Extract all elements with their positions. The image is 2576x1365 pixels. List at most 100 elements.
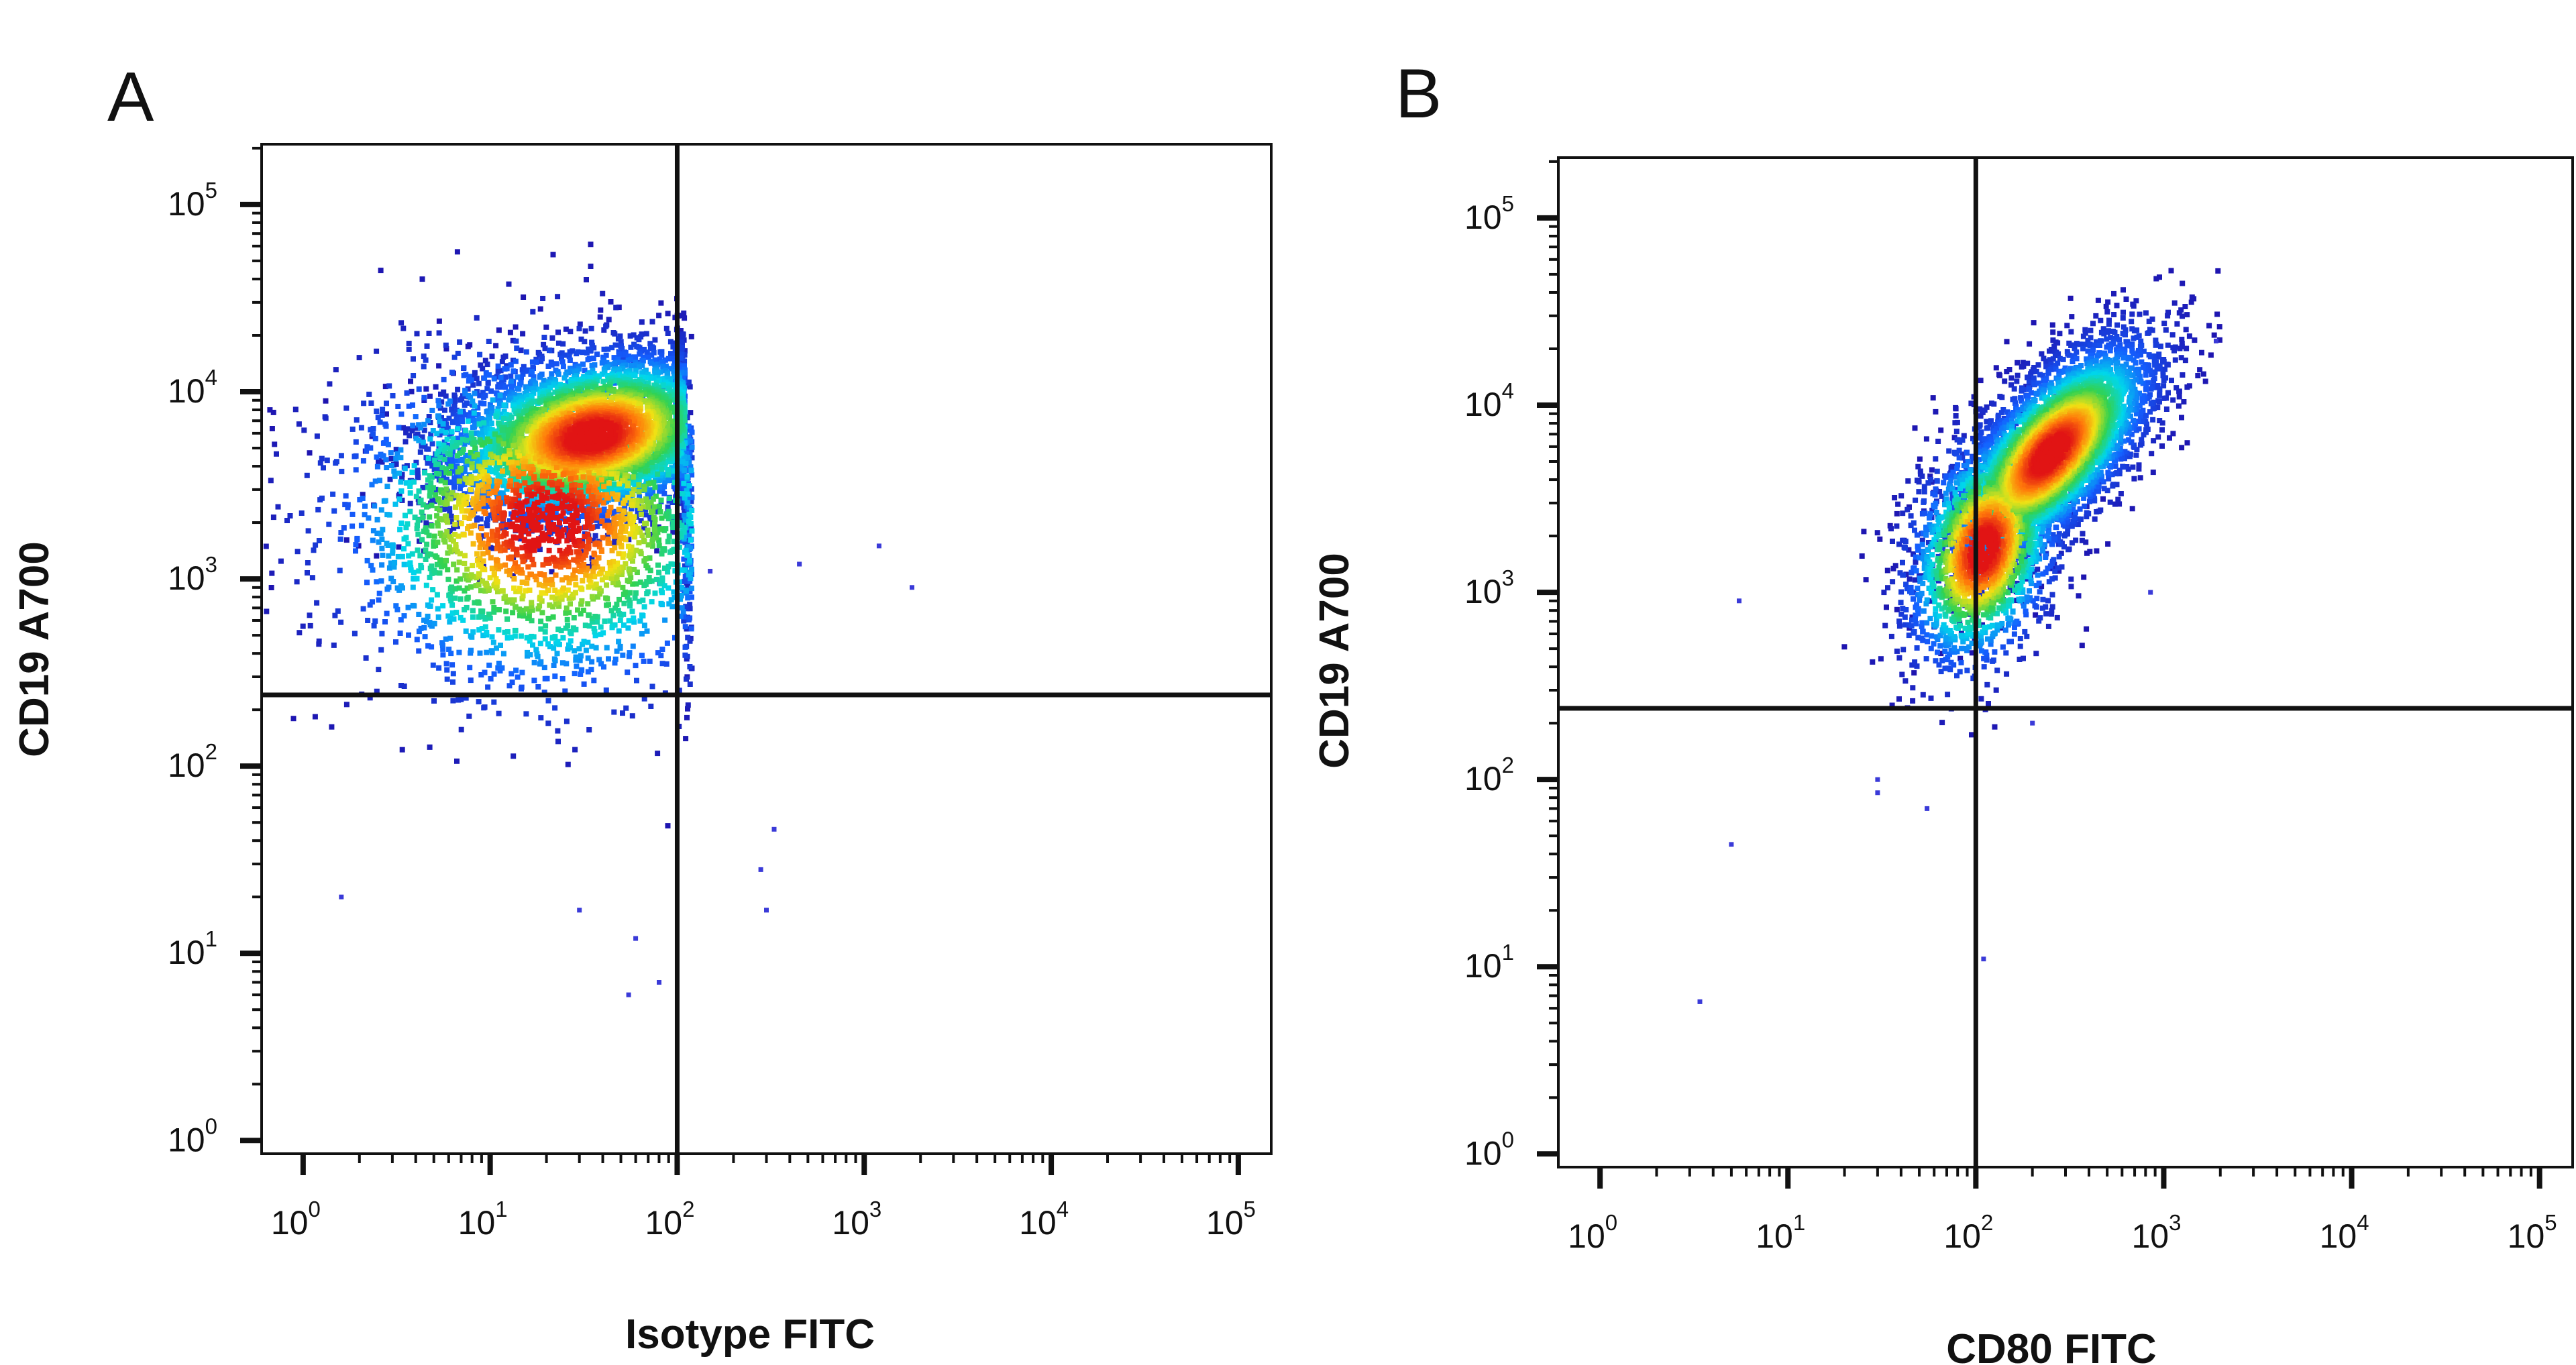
scatter-point (305, 570, 310, 576)
scatter-point (668, 597, 674, 603)
scatter-point (472, 390, 478, 396)
scatter-point (370, 431, 376, 437)
scatter-point (599, 360, 605, 366)
scatter-point (382, 498, 388, 504)
scatter-point (658, 588, 664, 594)
scatter-point (537, 374, 543, 380)
scatter-point (630, 581, 636, 587)
scatter-point (504, 629, 511, 635)
scatter-point (407, 508, 413, 514)
scatter-point (439, 558, 445, 564)
scatter-point (482, 669, 488, 675)
scatter-point (338, 453, 344, 459)
scatter-point (531, 677, 537, 684)
scatter-point (390, 550, 396, 556)
scatter-point (321, 465, 326, 471)
scatter-point (572, 370, 578, 376)
scatter-point (644, 579, 650, 585)
scatter-point (659, 515, 665, 521)
scatter-point (458, 432, 464, 438)
scatter-point (578, 378, 584, 384)
scatter-point (415, 547, 421, 553)
scatter-point (665, 472, 672, 478)
scatter-point (443, 393, 449, 399)
scatter-point (269, 426, 275, 431)
scatter-point (551, 382, 557, 388)
scatter-point (686, 511, 692, 517)
scatter-point (323, 398, 329, 404)
scatter-point (672, 373, 678, 379)
scatter-point (670, 525, 676, 531)
scatter-point (680, 528, 686, 534)
scatter-point (589, 339, 595, 345)
scatter-point (343, 405, 350, 411)
scatter-point (601, 664, 606, 670)
scatter-point (663, 325, 669, 331)
scatter-point (482, 462, 488, 468)
scatter-point (542, 345, 548, 351)
scatter-point (383, 457, 389, 463)
scatter-point (463, 412, 468, 418)
scatter-point (507, 427, 513, 433)
scatter-point (567, 358, 573, 363)
scatter-point (647, 567, 653, 574)
scatter-point (577, 657, 583, 663)
scatter-point (685, 702, 691, 708)
scatter-point (651, 526, 657, 532)
scatter-point (316, 638, 322, 644)
scatter-point (684, 676, 689, 682)
scatter-point (585, 357, 591, 363)
scatter-point (476, 627, 482, 633)
scatter-point (490, 482, 496, 488)
scatter-point (625, 578, 631, 584)
scatter-point (669, 421, 676, 427)
scatter-point (397, 631, 403, 636)
scatter-point (498, 411, 504, 417)
scatter-point (409, 388, 415, 394)
scatter-point (562, 688, 568, 694)
scatter-point (454, 249, 460, 255)
scatter-point (629, 713, 635, 719)
scatter-point (648, 704, 654, 709)
scatter-point (545, 616, 551, 621)
scatter-point (665, 585, 672, 591)
scatter-point (649, 459, 655, 466)
scatter-point (425, 455, 431, 461)
scatter-point (490, 477, 495, 483)
scatter-point (621, 493, 626, 499)
scatter-point (434, 561, 440, 567)
scatter-point (474, 515, 480, 521)
scatter-point (374, 531, 380, 536)
scatter-point (507, 442, 513, 448)
scatter-point (479, 626, 485, 631)
scatter-point (437, 432, 443, 438)
scatter-point (637, 579, 643, 585)
scatter-point (413, 459, 419, 466)
scatter-point (670, 519, 676, 525)
scatter-point (634, 677, 639, 684)
scatter-point (533, 356, 539, 362)
scatter-point (353, 548, 358, 554)
scatter-point (559, 355, 564, 361)
scatter-point (393, 455, 399, 461)
scatter-point (639, 370, 645, 376)
scatter-point (677, 332, 683, 338)
scatter-point (416, 488, 422, 494)
scatter-point (368, 445, 374, 451)
scatter-point (335, 608, 341, 614)
scatter-point (438, 446, 444, 452)
scatter-point (491, 671, 497, 677)
scatter-point (459, 472, 465, 478)
scatter-point (491, 604, 497, 610)
scatter-point (516, 496, 522, 502)
scatter-point (608, 484, 614, 490)
scatter-point (341, 525, 347, 531)
scatter-point (454, 458, 460, 464)
scatter-point (447, 398, 453, 404)
scatter-point (398, 521, 405, 526)
scatter-point (472, 440, 478, 446)
scatter-point (454, 463, 460, 470)
scatter-point (438, 391, 443, 397)
scatter-point (380, 406, 386, 413)
scatter-point (682, 549, 688, 555)
